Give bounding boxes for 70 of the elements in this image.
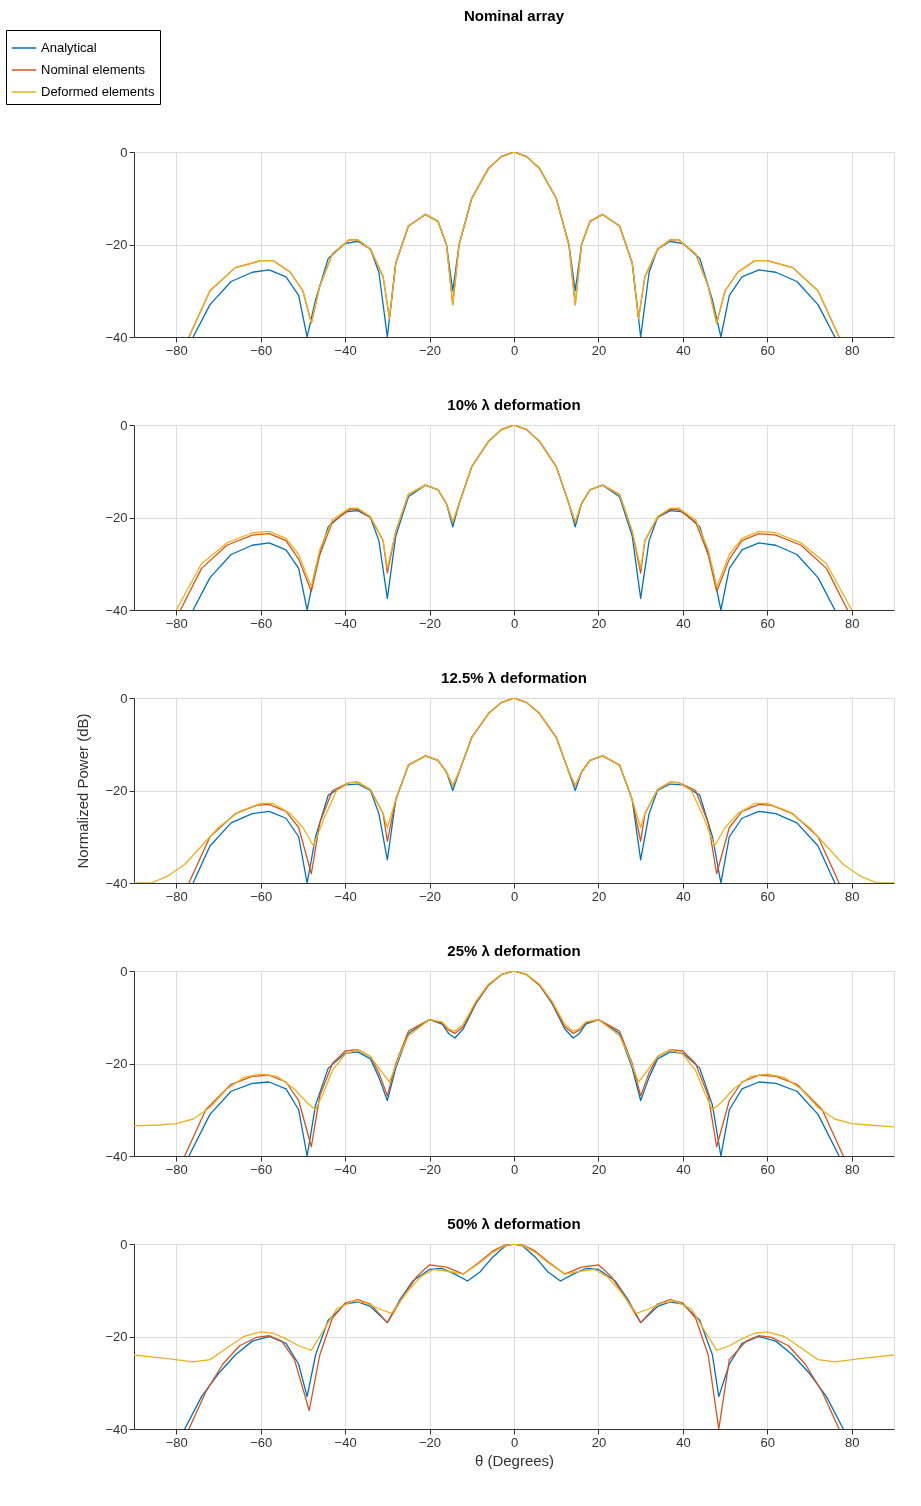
legend-label: Nominal elements [41, 62, 146, 77]
y-tick-label: −20 [105, 1329, 128, 1344]
x-tick-label: 80 [845, 888, 860, 904]
x-tick-label: 20 [591, 888, 607, 904]
x-tick-label: 60 [760, 615, 776, 631]
x-tick-label: 80 [845, 615, 860, 631]
x-tick-label: 40 [676, 615, 691, 631]
chart-title: 50% λ deformation [447, 1215, 581, 1232]
x-tick-label: 60 [760, 888, 776, 904]
x-tick-label: 0 [510, 1434, 519, 1450]
x-tick-label: −60 [250, 615, 273, 631]
x-tick-label: 40 [676, 1434, 691, 1450]
x-tick-label: 40 [676, 1161, 691, 1177]
chart-title: 25% λ deformation [447, 942, 581, 959]
x-tick-label: −60 [250, 1434, 273, 1450]
x-tick-label: −40 [334, 1434, 357, 1450]
y-tick-label: −20 [105, 1056, 128, 1071]
x-tick-label: 60 [760, 1434, 776, 1450]
x-tick-label: −80 [165, 615, 188, 631]
x-tick-label: −20 [419, 888, 442, 904]
x-tick-label: 40 [676, 888, 691, 904]
x-tick-label: −80 [165, 1434, 188, 1450]
x-tick-label: 0 [510, 342, 519, 358]
x-tick-label: 0 [510, 615, 519, 631]
x-tick-label: 20 [591, 615, 607, 631]
legend-label: Analytical [41, 40, 97, 55]
y-tick-label: −20 [105, 783, 128, 798]
x-tick-label: −40 [334, 615, 357, 631]
chart-title: 10% λ deformation [447, 396, 581, 413]
x-tick-label: −40 [334, 888, 357, 904]
x-tick-label: −20 [419, 342, 442, 358]
x-tick-label: −20 [419, 1434, 442, 1450]
chart-title: Nominal array [463, 6, 565, 24]
x-tick-label: −60 [250, 342, 273, 358]
chart-title: 12.5% λ deformation [441, 669, 587, 686]
x-tick-label: 60 [760, 342, 776, 358]
x-tick-label: 40 [676, 342, 691, 358]
x-axis-title: θ (Degrees) [474, 1451, 555, 1469]
x-tick-label: 20 [591, 342, 607, 358]
x-tick-label: −20 [419, 1161, 442, 1177]
x-tick-label: −40 [334, 1161, 357, 1177]
x-tick-label: 60 [760, 1161, 776, 1177]
x-tick-label: 80 [845, 342, 860, 358]
x-tick-label: −60 [250, 888, 273, 904]
x-tick-label: 0 [510, 888, 519, 904]
x-tick-label: −80 [165, 888, 188, 904]
y-tick-label: −40 [105, 875, 128, 891]
y-tick-label: 0 [120, 690, 128, 706]
y-axis-title: Normalized Power (dB) [74, 713, 92, 869]
x-tick-label: 0 [510, 1161, 519, 1177]
y-tick-label: −20 [105, 510, 128, 525]
y-tick-label: 0 [120, 417, 128, 433]
x-tick-label: 20 [591, 1161, 607, 1177]
x-tick-label: 20 [591, 1434, 607, 1450]
x-tick-label: −40 [334, 342, 357, 358]
x-tick-label: −80 [165, 1161, 188, 1177]
x-tick-label: −60 [250, 1161, 273, 1177]
y-tick-label: −40 [105, 602, 128, 618]
y-tick-label: −40 [105, 329, 128, 345]
x-tick-label: 80 [845, 1434, 860, 1450]
y-tick-label: −20 [105, 237, 128, 252]
y-tick-label: 0 [120, 144, 128, 160]
x-tick-label: 80 [845, 1161, 860, 1177]
legend-label: Deformed elements [41, 84, 155, 99]
y-tick-label: 0 [120, 963, 128, 979]
x-tick-label: −80 [165, 342, 188, 358]
y-tick-label: −40 [105, 1148, 128, 1164]
y-tick-label: −40 [105, 1421, 128, 1437]
y-tick-label: 0 [120, 1236, 128, 1252]
x-tick-label: −20 [419, 615, 442, 631]
